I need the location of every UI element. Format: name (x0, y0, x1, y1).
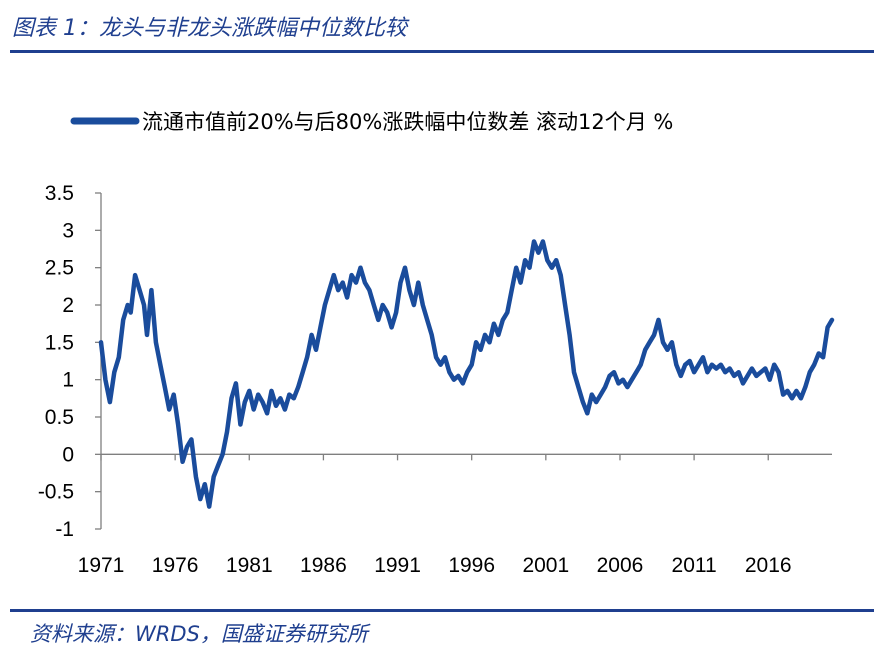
x-tick-label: 1996 (448, 554, 495, 577)
y-tick-label: 0 (62, 443, 74, 466)
legend-label: 流通市值前20%与后80%涨跌幅中位数差 滚动12个月 % (142, 110, 673, 134)
line-chart: 流通市值前20%与后80%涨跌幅中位数差 滚动12个月 % 3.5 3 2.5 2 1.… (38, 110, 835, 577)
figure-source: 资料来源：WRDS，国盛证券研究所 (30, 622, 368, 646)
y-tick-label: 2 (62, 294, 74, 317)
x-tick-label: 2011 (672, 554, 717, 577)
y-tick-label: -0.5 (38, 481, 74, 504)
x-tick-label: 2016 (745, 554, 792, 577)
y-tick-label: 1.5 (45, 331, 74, 354)
y-tick-label: 3.5 (45, 182, 74, 205)
x-tick-label: 1991 (374, 554, 421, 577)
y-tick-label: 2.5 (45, 257, 74, 280)
y-tick-label: 0.5 (45, 406, 74, 429)
y-tick-label: 1 (62, 369, 74, 392)
x-tick-label: 1976 (152, 554, 199, 577)
figure-title: 图表 1：龙头与非龙头涨跌幅中位数比较 (12, 16, 407, 41)
x-tick-label: 1971 (78, 554, 125, 577)
x-tick-label: 2001 (522, 554, 569, 577)
title-divider (10, 50, 874, 53)
x-tick-label: 2006 (597, 554, 644, 577)
x-tick-label: 1981 (226, 554, 273, 577)
chart-legend: 流通市值前20%与后80%涨跌幅中位数差 滚动12个月 % (70, 110, 673, 134)
series-line (98, 239, 835, 509)
x-tick-label: 1986 (300, 554, 347, 577)
plot-area (98, 239, 835, 509)
source-divider (10, 609, 874, 612)
y-tick-label: -1 (55, 518, 74, 541)
y-tick-label: 3 (62, 219, 74, 242)
